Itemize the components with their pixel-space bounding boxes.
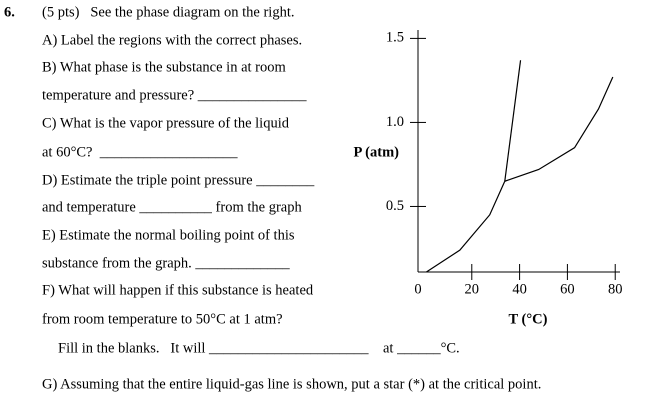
question-line: B) What phase is the substance in at roo… <box>42 59 286 75</box>
y-tick-label: 1.5 <box>386 30 404 46</box>
question-line: C) What is the vapor pressure of the liq… <box>42 115 290 131</box>
question-number: 6. <box>4 4 15 20</box>
question-line: E) Estimate the normal boiling point of … <box>42 227 295 243</box>
x-tick-label: 40 <box>512 281 527 297</box>
x-tick-label: 80 <box>608 281 623 297</box>
y-axis-label: P (atm) <box>354 144 400 160</box>
question-line: temperature and pressure? ______________… <box>42 87 307 103</box>
question-line: Fill in the blanks. It will ____________… <box>58 340 369 356</box>
phase-boundary <box>504 60 522 182</box>
y-tick-label: 1.0 <box>386 114 404 130</box>
question-line: D) Estimate the triple point pressure __… <box>42 172 315 188</box>
question-line: at 60°C? ___________________ <box>42 144 238 160</box>
question-line: F) What will happen if this substance is… <box>42 282 314 298</box>
question-line: from room temperature to 50°C at 1 atm? <box>42 311 283 327</box>
question-line: and temperature __________ from the grap… <box>42 199 302 215</box>
question-line: G) Assuming that the entire liquid-gas l… <box>42 376 541 392</box>
question-line: (5 pts) See the phase diagram on the rig… <box>42 4 294 20</box>
x-tick-label: 0 <box>414 281 421 297</box>
y-tick-label: 0.5 <box>386 198 404 214</box>
question-line: A) Label the regions with the correct ph… <box>42 32 302 48</box>
blank-suffix: at ______°C. <box>383 340 460 356</box>
x-tick-label: 60 <box>560 281 575 297</box>
x-tick-label: 20 <box>465 281 480 297</box>
phase-boundary <box>504 76 614 182</box>
x-axis-label: T (°C) <box>509 311 548 327</box>
phase-boundary <box>426 181 506 273</box>
question-line: substance from the graph. _____________ <box>42 255 290 271</box>
